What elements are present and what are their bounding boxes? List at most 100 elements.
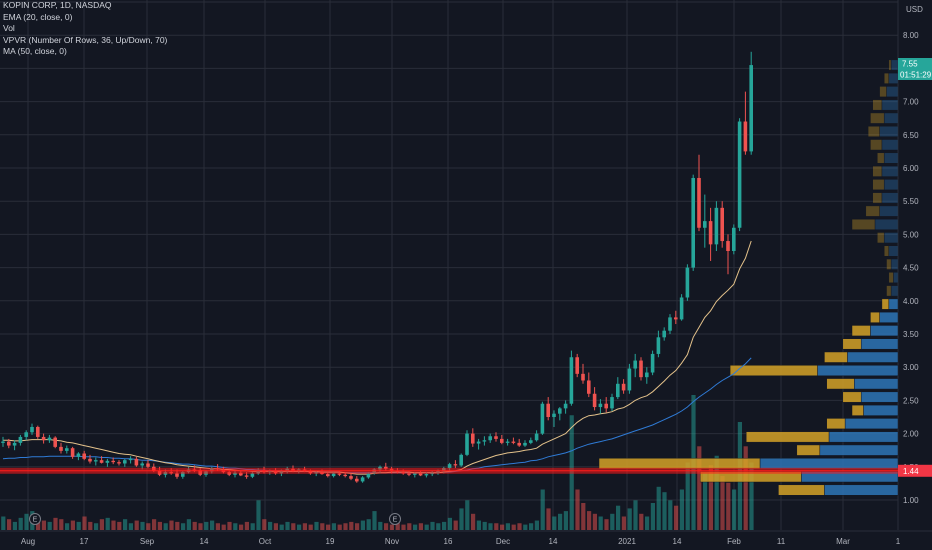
indicator-lines (2, 240, 752, 475)
vpvr-down-bar (826, 378, 855, 390)
volume-bar (668, 500, 673, 530)
candle-body (563, 403, 568, 409)
candle-body (244, 475, 249, 477)
volume-bar (123, 519, 128, 530)
vpvr-up-bar (890, 59, 899, 71)
vpvr-up-bar (879, 311, 899, 323)
volume-bar (529, 523, 534, 530)
volume-bar (465, 500, 470, 530)
candle-body (587, 380, 591, 394)
symbol-title[interactable]: KOPIN CORP, 1D, NASDAQ (3, 0, 112, 10)
vpvr-up-bar (888, 298, 899, 310)
candle-body (482, 440, 487, 442)
volume-bar (534, 520, 539, 530)
vpvr-up-bar (886, 86, 899, 98)
volume-bar (157, 521, 162, 530)
vpvr-up-bar (874, 218, 899, 230)
price-tick-label: 8.00 (903, 31, 919, 40)
volume-bar (76, 521, 81, 530)
candle-body (540, 403, 545, 434)
candle-body (146, 463, 150, 467)
candle-body (604, 403, 608, 409)
time-tick-label: Sep (140, 537, 155, 546)
candle-body (88, 458, 92, 462)
candle-body (424, 474, 429, 476)
earnings-event-icon (29, 513, 41, 525)
candle-body (331, 473, 336, 477)
vpvr-down-bar (883, 245, 890, 257)
candle-body (558, 408, 562, 414)
vpvr-down-bar (886, 285, 892, 297)
candle-body (569, 357, 574, 404)
time-tick-label: Mar (836, 537, 850, 546)
volume-bar (320, 523, 325, 530)
volume-bar (169, 520, 174, 530)
ma-indicator-label[interactable]: MA (50, close, 0) (3, 46, 67, 56)
candle-body (598, 403, 603, 408)
volume-bar (384, 523, 389, 530)
vpvr-down-bar (872, 165, 883, 177)
volume-bar (331, 523, 336, 530)
volume-bar (674, 505, 679, 530)
volume-bar (413, 524, 418, 530)
volume-bar (175, 521, 180, 530)
volume-bar (482, 521, 487, 530)
volume-bar (621, 516, 626, 530)
volume-bar (592, 513, 597, 530)
volume-bar (395, 523, 400, 530)
volume-bar (598, 516, 603, 530)
candle-body (140, 463, 144, 466)
vpvr-up-bar (847, 351, 899, 363)
volume-indicator-label[interactable]: Vol (3, 23, 15, 33)
vpvr-indicator-label[interactable]: VPVR (Number Of Rows, 36, Up/Down, 70) (3, 34, 168, 45)
volume-bar (111, 520, 116, 530)
volume-bar (233, 523, 238, 530)
volume-bar (70, 520, 75, 530)
vpvr-down-bar (888, 272, 894, 284)
vpvr-up-bar (881, 139, 899, 151)
vpvr-down-bar (870, 139, 883, 151)
volume-bar (273, 523, 278, 530)
earnings-event-icon (389, 513, 401, 525)
volume-bar (505, 523, 510, 530)
volume-bar (732, 489, 737, 530)
time-axis[interactable]: Aug 17 Sep 14 Oct 19 Nov 16 Dec 14 2021 14 Feb 11 Mar 1 (0, 530, 932, 546)
price-tick-label: 6.00 (903, 164, 919, 173)
volume-bar (355, 523, 360, 530)
vpvr-up-bar (863, 404, 899, 416)
volume-bar (523, 524, 528, 530)
vpvr-up-bar (860, 391, 899, 403)
time-tick-label: 2021 (618, 537, 636, 546)
vpvr-down-bar (883, 72, 890, 84)
volume-bar (291, 523, 296, 530)
candle-body (465, 433, 469, 455)
volume-bar (181, 523, 186, 530)
candle-body (349, 476, 353, 479)
level-price-value: 1.44 (903, 467, 919, 476)
volume-bar (494, 523, 499, 530)
volume-bar (65, 523, 70, 530)
candle-body (53, 437, 57, 447)
volume-bar (378, 521, 383, 530)
volume-bar (24, 513, 29, 530)
time-tick-label: Dec (496, 537, 510, 546)
candle-body (523, 442, 527, 446)
horizontal-level-line[interactable] (0, 467, 898, 474)
candle-body (732, 227, 736, 251)
volume-bar (244, 521, 249, 530)
earnings-event-label: E (393, 517, 398, 524)
candle-body (18, 436, 23, 443)
ema-indicator-label[interactable]: EMA (20, close, 0) (3, 11, 73, 22)
volume-bar (215, 523, 220, 530)
candle-body (41, 436, 46, 441)
volume-bar (297, 524, 302, 530)
volume-bar (500, 524, 505, 530)
volume-bar (447, 517, 452, 530)
candle-body (575, 357, 579, 374)
vpvr-up-bar (883, 232, 899, 244)
vpvr-up-bar (819, 444, 899, 456)
volume-bar (366, 519, 371, 530)
volume-bar (372, 511, 377, 530)
